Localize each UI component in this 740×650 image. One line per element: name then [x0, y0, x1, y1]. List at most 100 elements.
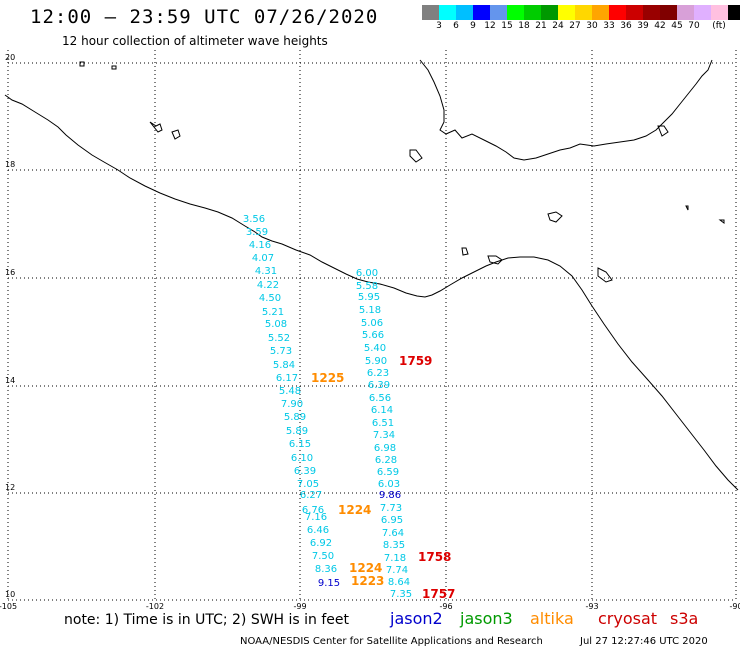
longitude-label: -96: [439, 602, 453, 611]
island-10: [111, 65, 117, 70]
graticule: [7, 50, 737, 601]
colorbar-label: 9: [470, 21, 476, 31]
coastline-mainland: [4, 94, 739, 491]
wave-height-value: 7.74: [386, 565, 408, 576]
wave-height-value: 4.31: [255, 266, 277, 277]
colorbar-label: 27: [569, 21, 581, 31]
wave-height-value: 5.84: [273, 360, 295, 371]
island-3: [409, 149, 423, 163]
island-12: [718, 219, 725, 224]
colorbar-label: 3: [436, 21, 442, 31]
pass-time-label: 1224: [349, 561, 382, 575]
colorbar-swatch: [422, 5, 439, 20]
pass-time-label: 1224: [338, 503, 371, 517]
colorbar-swatch: [643, 5, 660, 20]
wave-height-value: 6.14: [371, 405, 393, 416]
colorbar-swatch: [728, 5, 740, 20]
pass-time-label: 1758: [418, 550, 451, 564]
colorbar-label: 33: [603, 21, 615, 31]
wave-height-value: 6.98: [374, 443, 396, 454]
colorbar-swatch: [711, 5, 728, 20]
wave-height-value: 5.89: [286, 426, 308, 437]
wave-height-value: 7.90: [281, 399, 303, 410]
wave-height-value: 7.34: [373, 430, 395, 441]
colorbar-swatch: [609, 5, 626, 20]
colorbar-labels: 3 6 9 12 15 18 21 24 27 30 33 36 39 42 45 70 (ft): [422, 21, 740, 33]
wave-height-value: 6.39: [368, 380, 390, 391]
wave-height-value: 6.10: [291, 453, 313, 464]
wave-height-value: 5.40: [364, 343, 386, 354]
wave-height-value: 6.03: [378, 479, 400, 490]
wave-height-value: 5.73: [270, 346, 292, 357]
legend-cryosat: cryosat: [598, 609, 658, 628]
wave-height-value: 7.35: [390, 589, 412, 600]
wave-height-value: 6.95: [381, 515, 403, 526]
pass-time-label: 1225: [311, 371, 344, 385]
longitude-label: -99: [293, 602, 307, 611]
wave-height-value: 6.27: [300, 490, 322, 501]
latitude-label: 18: [5, 160, 16, 169]
colorbar-label: 36: [620, 21, 632, 31]
footer-note: note: 1) Time is in UTC; 2) SWH is in fe…: [64, 612, 350, 628]
wave-height-value: 6.56: [369, 393, 391, 404]
island-8: [657, 125, 669, 137]
wave-height-value: 5.66: [362, 330, 384, 341]
colorbar-label: 39: [637, 21, 649, 31]
colorbar-label: 12: [484, 21, 496, 31]
colorbar-swatch: [507, 5, 524, 20]
colorbar-label: (ft): [712, 21, 726, 31]
colorbar-swatch: [473, 5, 490, 20]
map-title: 12:00 – 23:59 UTC 07/26/2020: [30, 6, 379, 28]
colorbar-swatch: [541, 5, 558, 20]
wave-height-value: 6.23: [367, 368, 389, 379]
latitude-label: 10: [5, 590, 16, 599]
colorbar-label: 45: [671, 21, 683, 31]
wave-height-value: 6.92: [310, 538, 332, 549]
wave-height-value: 6.51: [372, 418, 394, 429]
wave-height-colorbar: [422, 5, 740, 20]
colorbar-swatch: [694, 5, 711, 20]
wave-height-value: 5.95: [358, 292, 380, 303]
credit-line: NOAA/NESDIS Center for Satellite Applica…: [240, 636, 543, 647]
latitude-label: 12: [5, 483, 16, 492]
wave-height-value: 9.86: [379, 490, 401, 501]
wave-height-value: 6.00: [356, 268, 378, 279]
wave-height-value: 6.28: [375, 455, 397, 466]
colorbar-swatch: [558, 5, 575, 20]
wave-height-value: 6.76: [302, 505, 324, 516]
wave-height-value: 5.06: [361, 318, 383, 329]
wave-height-value: 7.64: [382, 528, 404, 539]
wave-height-value: 9.15: [318, 578, 340, 589]
wave-height-value: 5.08: [265, 319, 287, 330]
colorbar-swatch: [575, 5, 592, 20]
legend-s3a: s3a: [670, 609, 699, 628]
colorbar-swatch: [592, 5, 609, 20]
longitude-label: -93: [585, 602, 599, 611]
coastline-gulf: [419, 59, 713, 161]
wave-height-value: 6.46: [307, 525, 329, 536]
wave-height-values: 3.56 3.59 4.16 4.07 4.31 4.22 4.50 5.215.08 5.52…: [243, 214, 412, 600]
island-7: [597, 267, 613, 283]
colorbar-label: 15: [501, 21, 513, 31]
wave-height-value: 7.50: [312, 551, 334, 562]
wave-height-value: 4.50: [259, 293, 281, 304]
legend-jason3: jason3: [460, 609, 513, 628]
wave-height-value: 3.59: [246, 227, 268, 238]
island-9: [79, 61, 85, 67]
wave-height-value: 5.58: [356, 281, 378, 292]
colorbar-swatch: [660, 5, 677, 20]
colorbar-swatch: [677, 5, 694, 20]
wave-height-value: 7.05: [297, 479, 319, 490]
wave-height-value: 6.17: [276, 373, 298, 384]
island-6: [487, 255, 503, 265]
colorbar-label: 42: [654, 21, 666, 31]
latitude-label: 16: [5, 268, 16, 277]
legend-altika: altika: [530, 609, 574, 628]
latitude-label: 14: [5, 376, 16, 385]
pass-time-label: 1759: [399, 354, 432, 368]
island-1: [149, 121, 163, 133]
colorbar-label: 24: [552, 21, 564, 31]
wave-height-value: 7.18: [384, 553, 406, 564]
longitude-label: -90: [729, 602, 740, 611]
